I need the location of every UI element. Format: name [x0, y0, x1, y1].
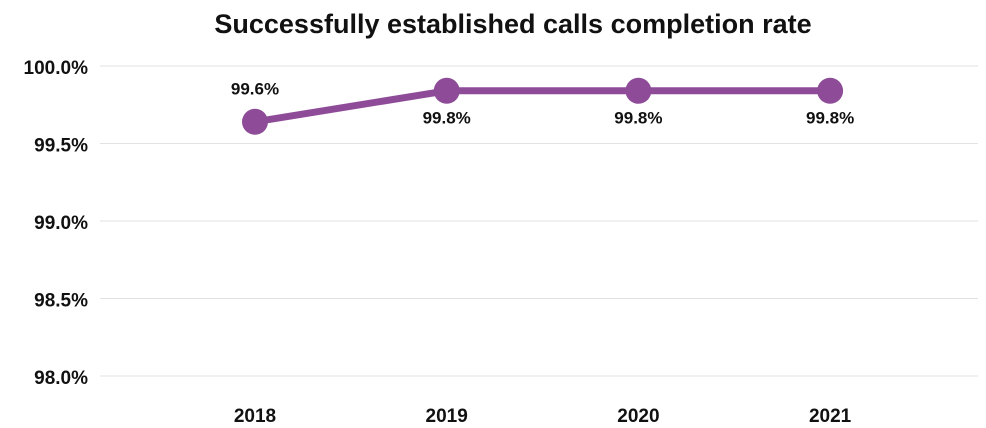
y-tick-label: 98.0% [34, 368, 88, 389]
series-line [254, 87, 831, 126]
data-label: 99.8% [806, 108, 854, 127]
y-tick-label: 99.0% [34, 213, 88, 234]
y-tick-label: 100.0% [24, 58, 89, 79]
x-tick-label: 2018 [234, 406, 276, 427]
chart-title: Successfully established calls completio… [214, 9, 811, 39]
data-point [817, 77, 844, 104]
y-tick-label: 98.5% [34, 291, 88, 312]
data-label: 99.6% [231, 79, 279, 98]
data-label: 99.8% [423, 108, 471, 127]
x-tick-label: 2019 [426, 406, 468, 427]
x-tick-label: 2020 [617, 406, 659, 427]
data-point [625, 77, 652, 104]
data-label: 99.8% [614, 108, 662, 127]
x-tick-label: 2021 [809, 406, 852, 427]
data-point [242, 108, 268, 135]
data-point [433, 77, 460, 104]
y-tick-label: 99.5% [34, 136, 88, 157]
